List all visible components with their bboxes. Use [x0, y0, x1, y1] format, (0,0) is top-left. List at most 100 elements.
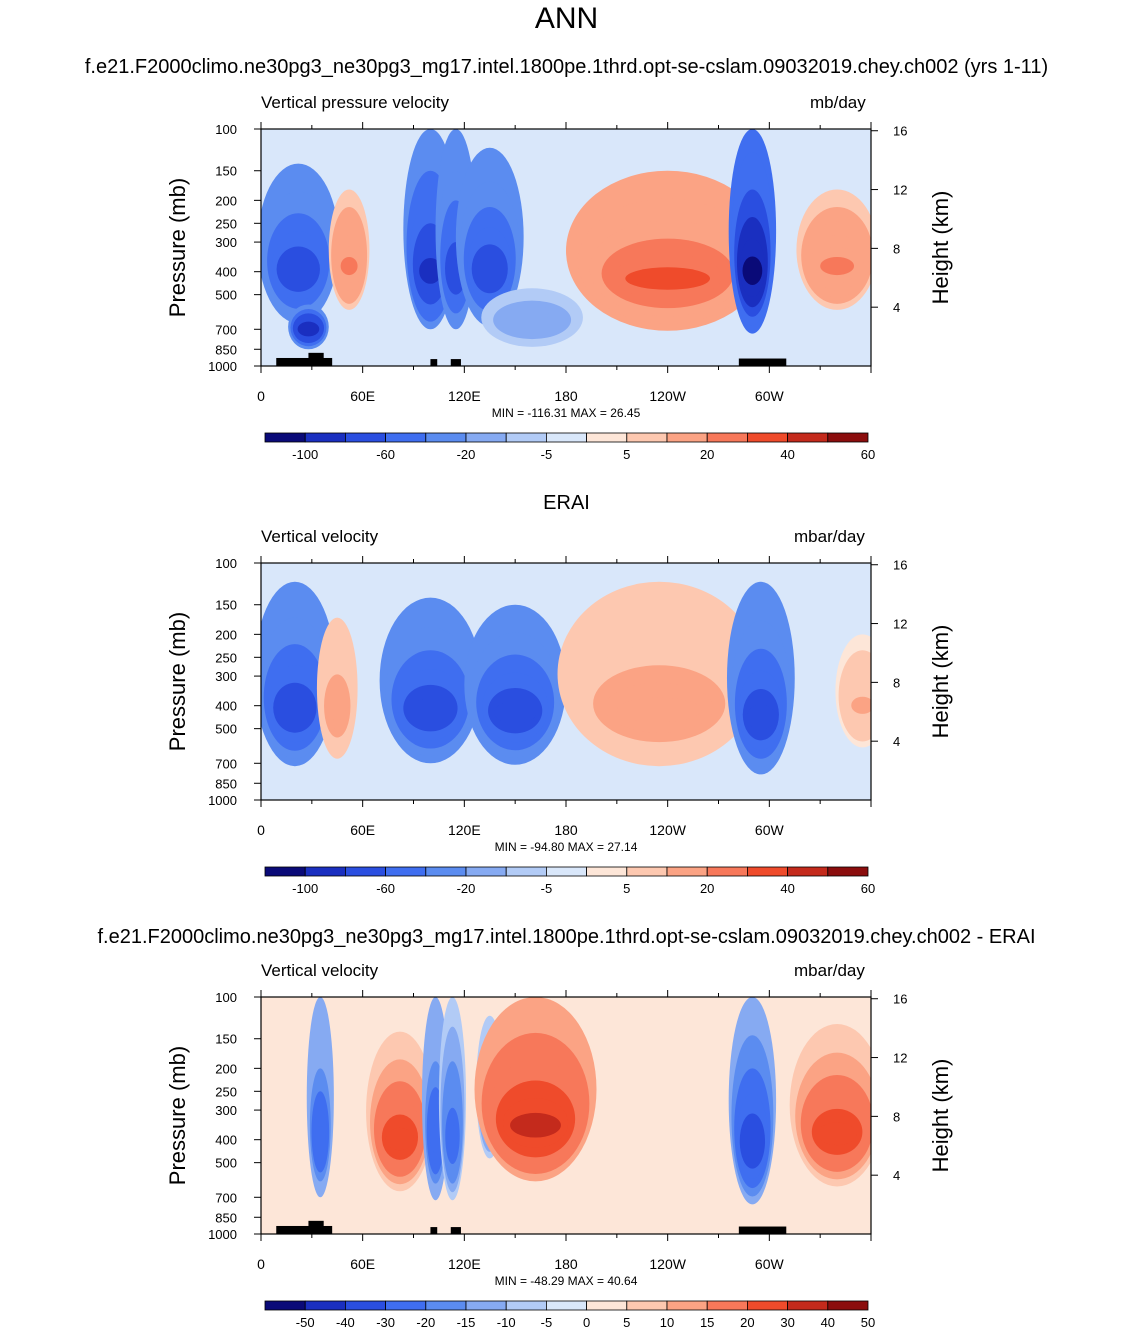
right-axis-title: Height (km)	[928, 1059, 953, 1173]
contour-feature-10	[820, 256, 855, 276]
pressure-tick-label: 300	[215, 235, 237, 250]
colorbar: -100 -60 -20 -5 5 20 40 60	[264, 866, 875, 896]
colorbar-cell	[586, 432, 628, 443]
pressure-tick-label: 400	[215, 699, 237, 714]
lon-tick-label: 60E	[350, 1256, 375, 1272]
colorbar-label: 40	[780, 881, 794, 896]
pressure-tick-label: 200	[215, 627, 237, 642]
lon-tick-label: 120W	[649, 388, 686, 404]
colorbar-cell	[666, 866, 708, 877]
colorbar-cell	[827, 432, 869, 443]
contour-field	[261, 129, 871, 366]
pressure-tick-label: 100	[215, 990, 237, 1005]
contour-field	[261, 997, 871, 1234]
lon-tick-label: 120W	[649, 1256, 686, 1272]
colorbar-cell	[626, 866, 668, 877]
colorbar-label: 5	[623, 881, 630, 896]
contour-feature-3	[429, 1124, 442, 1153]
colorbar-label: -20	[416, 1315, 435, 1330]
contour-feature-7	[510, 315, 554, 328]
colorbar-cell	[264, 1300, 306, 1311]
pressure-tick-label: 150	[215, 598, 237, 613]
lon-tick-label: 60W	[755, 388, 785, 404]
lon-tick-label: 120E	[448, 822, 481, 838]
pressure-tick-label: 850	[215, 342, 237, 357]
colorbar-cell	[425, 866, 467, 877]
pressure-tick-label: 150	[215, 1032, 237, 1047]
lon-tick-label: 180	[554, 822, 578, 838]
panel2-minmax: MIN = -94.80 MAX = 27.14	[494, 840, 638, 854]
lon-tick-label: 0	[257, 388, 265, 404]
pressure-tick-label: 200	[215, 1061, 237, 1076]
panel2-variable-label: Vertical velocity	[261, 527, 379, 546]
colorbar-cell	[304, 432, 346, 443]
colorbar-label: 30	[780, 1315, 794, 1330]
colorbar-cell	[586, 1300, 628, 1311]
colorbar: -100 -60 -20 -5 5 20 40 60	[264, 432, 875, 462]
colorbar-label: -30	[376, 1315, 395, 1330]
panel3-case-title: f.e21.F2000climo.ne30pg3_ne30pg3_mg17.in…	[97, 926, 1036, 948]
colorbar-label: -20	[457, 881, 476, 896]
height-tick-label: 16	[893, 124, 907, 139]
colorbar-cell	[706, 1300, 748, 1311]
contour-feature-1	[277, 697, 312, 723]
lon-tick-label: 0	[257, 822, 265, 838]
colorbar-cell	[546, 432, 588, 443]
colorbar-cell	[747, 432, 789, 443]
colorbar-cell	[787, 1300, 829, 1311]
height-tick-label: 12	[893, 1051, 907, 1066]
left-axis-title: Pressure (mb)	[165, 178, 190, 317]
colorbar-cell	[344, 866, 386, 877]
pressure-tick-label: 400	[215, 1133, 237, 1148]
pressure-tick-label: 500	[215, 288, 237, 303]
land-mask	[430, 1227, 438, 1234]
pressure-tick-label: 1000	[208, 359, 237, 374]
right-axis-title: Height (km)	[928, 625, 953, 739]
pressure-tick-label: 100	[215, 122, 237, 137]
height-tick-label: 8	[893, 241, 900, 256]
colorbar-label: 15	[700, 1315, 714, 1330]
pressure-tick-label: 400	[215, 265, 237, 280]
lon-tick-label: 60W	[755, 1256, 785, 1272]
panel3-variable-label: Vertical velocity	[261, 961, 379, 980]
colorbar-cell	[304, 866, 346, 877]
contour-feature-6	[475, 258, 504, 284]
colorbar-cell	[505, 1300, 547, 1311]
panel3-units-label: mbar/day	[794, 961, 865, 980]
contour-feature-4	[419, 257, 442, 284]
colorbar-cell	[666, 1300, 708, 1311]
land-mask	[450, 359, 461, 366]
colorbar-label: -10	[497, 1315, 516, 1330]
contour-feature-6	[510, 1112, 561, 1138]
colorbar-cell	[425, 1300, 467, 1311]
land-mask	[430, 359, 438, 366]
contour-feature-7	[851, 696, 871, 714]
land-mask	[276, 1225, 333, 1234]
pressure-tick-label: 300	[215, 669, 237, 684]
lon-tick-label: 60E	[350, 822, 375, 838]
height-tick-label: 4	[893, 1168, 900, 1183]
colorbar-label: -60	[376, 881, 395, 896]
lon-tick-label: 60E	[350, 388, 375, 404]
height-tick-label: 12	[893, 617, 907, 632]
colorbar-cell	[385, 866, 427, 877]
colorbar-cell	[344, 1300, 386, 1311]
colorbar-cell	[747, 1300, 789, 1311]
contour-feature-8	[817, 1122, 857, 1146]
lon-tick-label: 0	[257, 1256, 265, 1272]
right-axis-title: Height (km)	[928, 191, 953, 305]
height-tick-label: 16	[893, 558, 907, 573]
colorbar-label: -50	[296, 1315, 315, 1330]
land-mask	[738, 1226, 787, 1234]
contour-feature-1	[314, 1125, 326, 1152]
pressure-tick-label: 500	[215, 1156, 237, 1171]
height-tick-label: 8	[893, 675, 900, 690]
pressure-tick-label: 100	[215, 556, 237, 571]
colorbar-label: 60	[861, 881, 875, 896]
pressure-tick-label: 700	[215, 756, 237, 771]
colorbar-cell	[706, 866, 748, 877]
colorbar: -50 -40 -30 -20 -15 -10 -5 0 5 10 15 20 30 40 50	[264, 1300, 875, 1330]
left-axis-title: Pressure (mb)	[165, 612, 190, 751]
land-mask	[308, 352, 324, 366]
